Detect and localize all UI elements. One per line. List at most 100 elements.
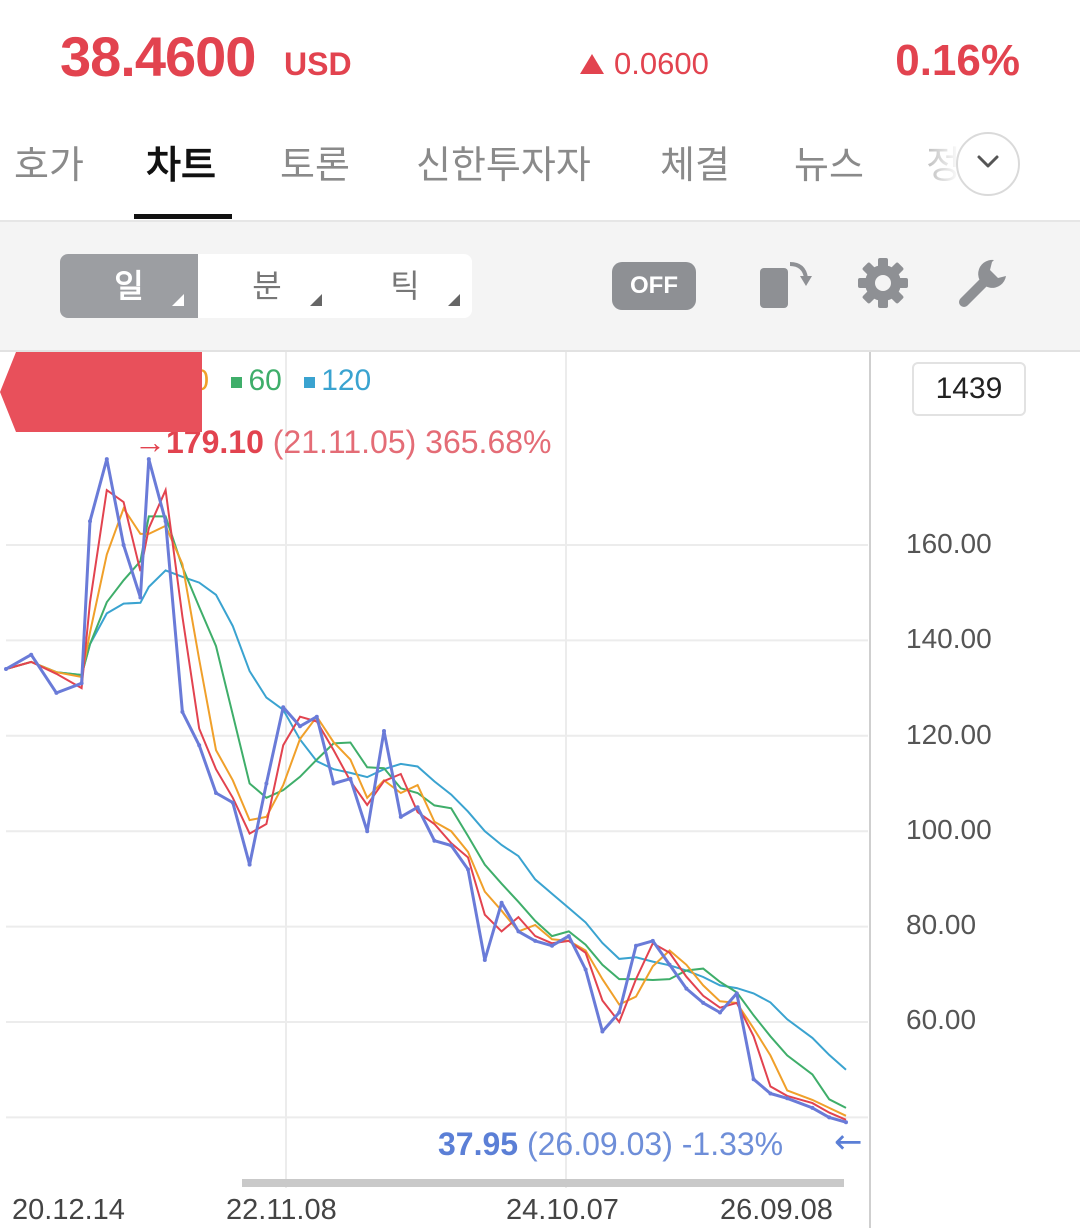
period-selector: 일 분 틱 <box>60 254 472 318</box>
x-tick-label: 22.11.08 <box>226 1194 337 1226</box>
tab-discussion[interactable]: 토론 <box>280 143 350 187</box>
price-point <box>482 958 487 962</box>
gear-icon[interactable] <box>856 256 910 310</box>
tab-fade <box>900 120 960 220</box>
price-point <box>684 986 689 991</box>
price-point <box>432 838 437 843</box>
tab-shinhan-investors[interactable]: 신한투자자 <box>416 143 591 187</box>
up-triangle-icon <box>580 54 604 74</box>
corner-triangle-icon <box>448 294 460 306</box>
tab-trades[interactable]: 체결 <box>660 143 730 187</box>
low-annotation: 37.95 (26.09.03) -1.33% <box>438 1126 783 1163</box>
ma-20-line <box>5 506 847 1117</box>
indicator-toggle[interactable]: OFF <box>612 262 696 310</box>
period-tick-label: 틱 <box>390 267 420 305</box>
price-point <box>197 743 202 748</box>
price-point <box>146 457 151 462</box>
price-point <box>449 843 454 848</box>
ma-120-line <box>5 569 847 1071</box>
low-date: (26.09.03) <box>526 1126 673 1162</box>
price-line <box>5 457 847 1124</box>
y-tick-label: 100.00 <box>906 814 992 845</box>
y-tick-label: 120.00 <box>906 719 992 750</box>
period-day-button[interactable]: 일 <box>60 254 198 318</box>
currency-label: USD <box>284 46 352 82</box>
price-point <box>348 776 353 781</box>
high-annotation: →179.10 (21.11.05) 365.68% <box>134 424 551 461</box>
price-point <box>382 729 386 733</box>
price-point <box>583 967 588 972</box>
y-tick-label: 140.00 <box>906 623 992 654</box>
price-point <box>516 929 521 934</box>
tab-orderbook[interactable]: 호가 <box>14 143 84 187</box>
price-point <box>533 938 538 943</box>
price-chart[interactable]: 5 10 20 60 120 1439 →179.10 (21.11.05) 3… <box>0 352 1080 1228</box>
price-point <box>29 652 34 657</box>
tab-chart[interactable]: 차트 <box>146 143 216 187</box>
active-tab-indicator <box>134 214 232 219</box>
y-tick-label: 60.00 <box>906 1004 977 1035</box>
price-point <box>667 962 672 967</box>
period-minute-button[interactable]: 분 <box>198 254 336 318</box>
price-point <box>247 862 252 867</box>
price-point <box>415 805 420 810</box>
price-point <box>281 705 286 710</box>
price-point <box>827 1115 832 1120</box>
price-point <box>768 1091 773 1096</box>
price-point <box>550 943 554 948</box>
price-point <box>104 457 109 462</box>
price-point <box>566 934 571 939</box>
high-pct: 365.68% <box>425 424 552 460</box>
tab-news[interactable]: 뉴스 <box>794 143 864 187</box>
price-point <box>751 1077 756 1082</box>
period-tick-button[interactable]: 틱 <box>336 254 472 318</box>
more-tabs-button[interactable] <box>956 132 1020 196</box>
legend-label: 60 <box>248 364 282 397</box>
x-tick-label: 20.12.14 <box>12 1194 125 1226</box>
price-point <box>600 1029 605 1034</box>
price-point <box>230 800 235 805</box>
price-point <box>617 1010 622 1015</box>
wrench-icon[interactable] <box>956 256 1010 310</box>
price-change-percent: 0.16% <box>895 36 1020 85</box>
left-arrow-icon: ← <box>834 1122 863 1162</box>
price-point <box>634 943 638 948</box>
chevron-down-icon <box>977 155 999 168</box>
rotate-screen-icon[interactable] <box>756 256 812 312</box>
price-point <box>499 900 504 905</box>
period-minute-label: 분 <box>252 267 282 305</box>
price-point <box>398 814 403 819</box>
price-point <box>88 519 92 524</box>
price-point <box>314 714 319 719</box>
current-price-pct: 0.16% <box>906 1126 986 1157</box>
price-point <box>365 829 370 834</box>
price-point <box>466 867 470 872</box>
ma-60-line <box>5 515 847 1109</box>
y-tick-label: 80.00 <box>906 909 977 940</box>
period-day-label: 일 <box>114 267 144 305</box>
x-tick-label: 24.10.07 <box>506 1194 619 1226</box>
price-change: 0.0600 <box>614 46 709 81</box>
chart-canvas <box>4 352 871 1228</box>
corner-triangle-icon <box>310 294 322 306</box>
price-point <box>844 1120 848 1125</box>
price-point <box>121 543 126 547</box>
price-point <box>264 781 269 786</box>
price-point <box>734 991 739 996</box>
price-point <box>138 595 143 600</box>
legend-item-120: 120 <box>304 364 371 397</box>
price-point <box>701 1000 706 1005</box>
price-point <box>163 519 168 524</box>
high-date: (21.11.05) <box>272 424 417 460</box>
price-point <box>331 781 336 786</box>
bar-count-box[interactable]: 1439 <box>912 362 1026 416</box>
x-tick-label: 26.09.08 <box>720 1194 833 1226</box>
low-pct: -1.33% <box>681 1126 784 1162</box>
low-value: 37.95 <box>438 1126 519 1162</box>
corner-triangle-icon <box>172 294 184 306</box>
price-point <box>54 690 59 695</box>
chart-scrollbar[interactable] <box>242 1179 844 1187</box>
price-point <box>785 1096 790 1101</box>
price-point <box>4 667 8 671</box>
y-tick-label: 160.00 <box>906 528 992 559</box>
